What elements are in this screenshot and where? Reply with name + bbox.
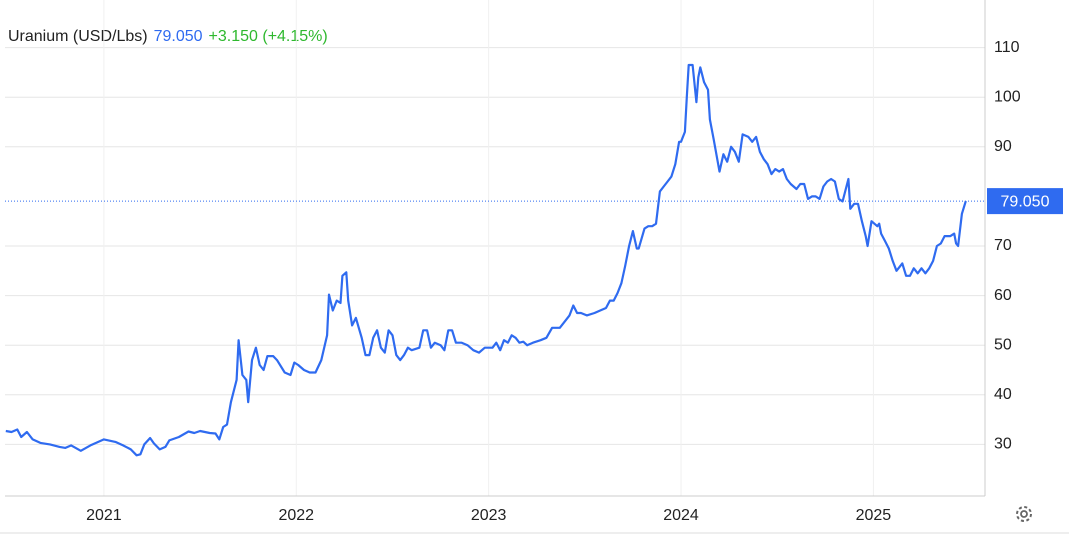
last-value-box (987, 188, 1063, 215)
change: +3.150 (+4.15%) (208, 28, 328, 45)
x-tick-label: 2024 (663, 507, 699, 524)
x-tick-label: 2025 (856, 507, 892, 524)
last-value-label: 79.050 (1001, 193, 1050, 210)
price-line (5, 63, 967, 457)
x-tick-label: 2021 (86, 507, 122, 524)
y-tick-label: 100 (994, 88, 1021, 105)
y-tick-label: 40 (994, 386, 1012, 403)
y-tick-label: 90 (994, 138, 1012, 155)
x-tick-label: 2022 (278, 507, 314, 524)
y-tick-label: 30 (994, 436, 1012, 453)
y-tick-label: 50 (994, 336, 1012, 353)
y-tick-label: 110 (994, 39, 1020, 56)
header: Uranium (USD/Lbs) 79.050 +3.150 (+4.15%) (8, 28, 334, 46)
price: 79.050 (153, 28, 203, 45)
x-tick-label: 2023 (471, 507, 507, 524)
settings-icon[interactable] (1016, 506, 1032, 522)
chart-title: Uranium (USD/Lbs) (8, 28, 148, 45)
y-tick-label: 70 (994, 237, 1012, 254)
y-tick-label: 60 (994, 287, 1012, 304)
